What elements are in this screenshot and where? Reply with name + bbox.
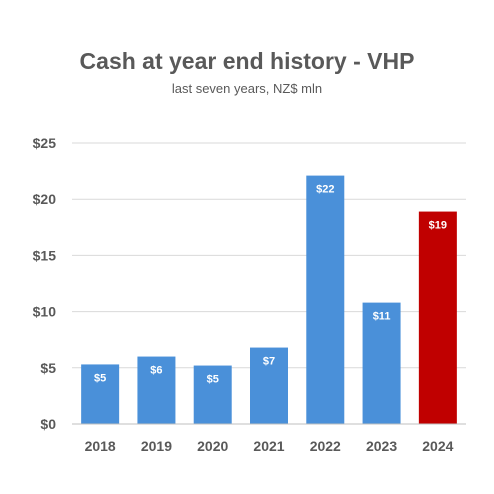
y-tick-label: $20 (33, 191, 57, 207)
chart-title: Cash at year end history - VHP (79, 48, 415, 74)
y-tick-label: $0 (40, 416, 56, 432)
axes: $0 $5 $10 $15 $20 $25 2018 2019 2020 2021 2022 2023… (33, 135, 466, 454)
x-tick-label: 2018 (85, 438, 116, 454)
data-label: $11 (373, 311, 391, 323)
data-label: $5 (94, 372, 106, 384)
bar-2019 (137, 356, 176, 424)
x-tick-label: 2019 (141, 438, 172, 454)
bar-2024 (418, 211, 457, 424)
data-label: $6 (150, 365, 162, 377)
y-tick-label: $10 (33, 304, 57, 320)
gridlines (72, 142, 466, 369)
x-tick-label: 2024 (422, 438, 453, 454)
chart-subtitle: last seven years, NZ$ mln (171, 81, 323, 96)
data-label: $7 (263, 356, 275, 368)
bar-2022 (306, 175, 345, 424)
x-tick-label: 2021 (253, 438, 284, 454)
bar-2023 (362, 302, 401, 424)
bars (81, 175, 457, 424)
bar-2018 (81, 364, 120, 424)
bar-2021 (250, 347, 288, 424)
data-label: $22 (316, 184, 334, 196)
y-tick-label: $15 (33, 247, 57, 263)
data-labels: $5 $6 $5 $7 $22 $11 $19 (94, 184, 447, 386)
data-label: $5 (207, 374, 219, 386)
x-tick-label: 2023 (366, 438, 397, 454)
y-tick-label: $25 (33, 135, 57, 151)
y-tick-label: $5 (40, 360, 56, 376)
x-tick-label: 2022 (310, 438, 341, 454)
data-label: $19 (429, 220, 447, 232)
x-tick-label: 2020 (197, 438, 228, 454)
bar-2020 (193, 365, 232, 424)
